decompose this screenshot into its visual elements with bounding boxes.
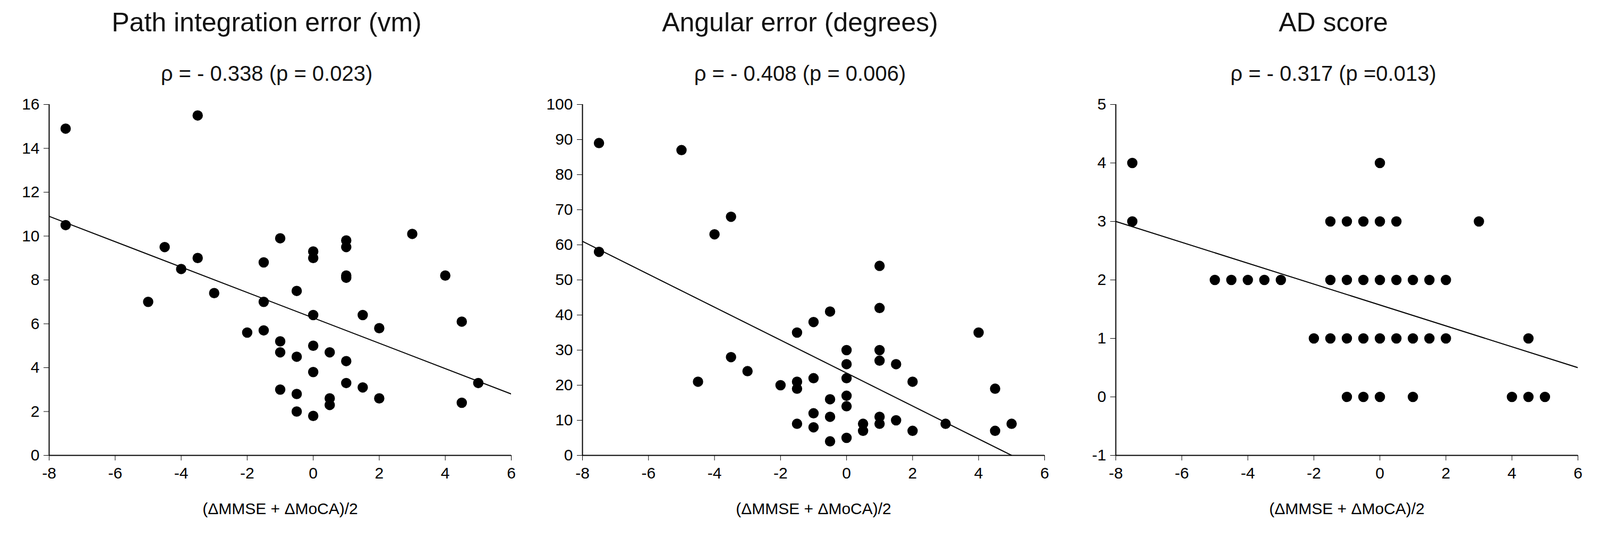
svg-text:2: 2 bbox=[1441, 463, 1451, 482]
svg-text:4: 4 bbox=[440, 463, 450, 482]
svg-text:30: 30 bbox=[555, 340, 573, 359]
svg-text:-6: -6 bbox=[641, 463, 656, 482]
svg-text:50: 50 bbox=[555, 270, 573, 288]
svg-text:14: 14 bbox=[21, 139, 40, 157]
svg-text:0: 0 bbox=[308, 463, 318, 482]
svg-text:60: 60 bbox=[555, 235, 573, 253]
svg-text:90: 90 bbox=[555, 130, 573, 148]
svg-text:0: 0 bbox=[1097, 387, 1107, 405]
svg-text:-8: -8 bbox=[575, 463, 590, 482]
svg-text:1: 1 bbox=[1097, 328, 1107, 347]
svg-text:-4: -4 bbox=[707, 463, 722, 482]
svg-text:-2: -2 bbox=[240, 463, 255, 482]
svg-text:-1: -1 bbox=[1092, 445, 1107, 464]
svg-text:-2: -2 bbox=[1306, 463, 1322, 482]
svg-text:4: 4 bbox=[974, 463, 984, 482]
html-text:ρ = - 0.338 (p = 0.023): ρ = - 0.338 (p = 0.023) bbox=[160, 61, 373, 85]
svg-text:20: 20 bbox=[555, 375, 573, 394]
svg-text:2: 2 bbox=[30, 402, 40, 420]
svg-text:(ΔMMSE + ΔMoCA)/2: (ΔMMSE + ΔMoCA)/2 bbox=[735, 499, 892, 517]
svg-text:16: 16 bbox=[21, 95, 40, 113]
svg-text:-6: -6 bbox=[107, 463, 123, 482]
svg-text:0: 0 bbox=[841, 463, 851, 482]
svg-text:4: 4 bbox=[1097, 153, 1107, 172]
svg-text:8: 8 bbox=[30, 270, 40, 288]
svg-text:-4: -4 bbox=[1240, 463, 1256, 482]
svg-text:6: 6 bbox=[506, 463, 516, 482]
html-text:AD score: AD score bbox=[1278, 7, 1388, 38]
html-text:ρ = - 0.317 (p =0.013): ρ = - 0.317 (p =0.013) bbox=[1230, 61, 1437, 85]
svg-text:2: 2 bbox=[908, 463, 918, 482]
svg-text:-4: -4 bbox=[174, 463, 189, 482]
svg-text:2: 2 bbox=[1097, 270, 1107, 288]
svg-text:0: 0 bbox=[1375, 463, 1385, 482]
svg-text:10: 10 bbox=[21, 226, 40, 245]
svg-text:80: 80 bbox=[555, 165, 573, 183]
svg-text:(ΔMMSE + ΔMoCA)/2: (ΔMMSE + ΔMoCA)/2 bbox=[202, 499, 359, 517]
html-text:Path integration error (vm): Path integration error (vm) bbox=[111, 7, 422, 38]
svg-text:-8: -8 bbox=[41, 463, 57, 482]
svg-text:5: 5 bbox=[1097, 95, 1107, 113]
svg-text:10: 10 bbox=[555, 410, 573, 429]
svg-text:100: 100 bbox=[546, 95, 573, 113]
svg-text:(ΔMMSE + ΔMoCA)/2: (ΔMMSE + ΔMoCA)/2 bbox=[1269, 499, 1425, 517]
svg-text:6: 6 bbox=[1040, 463, 1050, 482]
svg-text:40: 40 bbox=[555, 305, 573, 323]
svg-text:-8: -8 bbox=[1108, 463, 1123, 482]
svg-text:2: 2 bbox=[375, 463, 385, 482]
svg-text:-6: -6 bbox=[1174, 463, 1189, 482]
svg-text:3: 3 bbox=[1097, 211, 1107, 230]
svg-text:12: 12 bbox=[21, 182, 40, 201]
svg-text:0: 0 bbox=[30, 445, 40, 464]
svg-text:70: 70 bbox=[555, 200, 573, 218]
svg-text:-2: -2 bbox=[773, 463, 788, 482]
svg-text:6: 6 bbox=[30, 314, 40, 333]
html-text:ρ = - 0.408 (p = 0.006): ρ = - 0.408 (p = 0.006) bbox=[694, 61, 906, 85]
svg-text:4: 4 bbox=[30, 358, 40, 376]
svg-text:4: 4 bbox=[1507, 463, 1517, 482]
svg-text:0: 0 bbox=[564, 445, 574, 464]
html-text:Angular error (degrees): Angular error (degrees) bbox=[661, 7, 939, 38]
svg-text:6: 6 bbox=[1573, 463, 1583, 482]
